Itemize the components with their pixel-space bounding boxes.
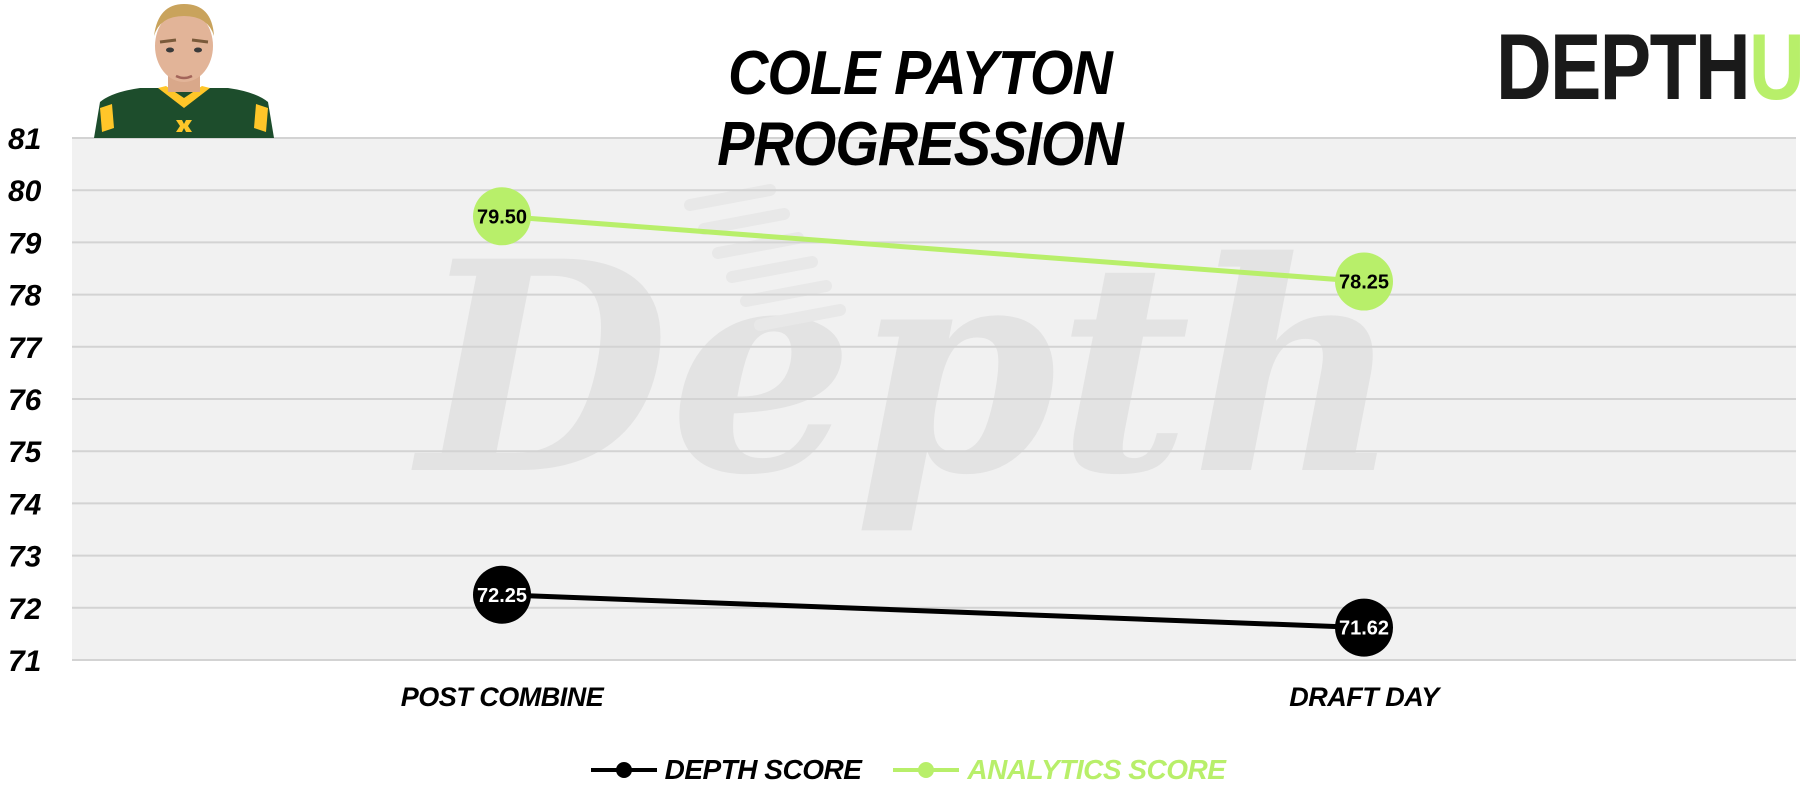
brand-logo: DEPTHU	[1496, 20, 1805, 114]
y-tick-label: 80	[8, 175, 42, 208]
data-label: 78.25	[1339, 272, 1389, 294]
legend-marker-analytics-score	[893, 762, 960, 778]
y-tick-label: 71	[8, 645, 41, 678]
legend-item-analytics-score: ANALYTICS SCORE	[891, 754, 1226, 786]
legend-item-depth-score: DEPTH SCORE	[589, 754, 862, 786]
series-1: 79.50 78.25	[473, 187, 1393, 311]
y-tick-label: 74	[8, 488, 42, 521]
data-point	[473, 565, 531, 624]
watermark-text: Depth	[409, 199, 1402, 539]
x-tick-label: POST COMBINE	[401, 682, 605, 712]
watermark-logo: Depth	[409, 184, 1402, 539]
legend-marker-depth-score	[590, 762, 657, 778]
brand-logo-main: DEPTH	[1496, 14, 1751, 119]
watermark-lace	[754, 304, 846, 331]
y-tick-label: 76	[8, 384, 42, 417]
y-tick-label: 79	[8, 227, 42, 260]
gridlines	[72, 137, 1796, 661]
watermark-laces	[684, 184, 846, 331]
series-0: 72.25 71.62	[473, 565, 1393, 657]
y-tick-label: 81	[8, 123, 41, 156]
y-axis-tick-labels: 71 72 73 74 75 76 77 78 79 80 81	[8, 123, 43, 678]
brand-logo-accent: U	[1749, 14, 1805, 119]
y-tick-label: 75	[8, 436, 43, 469]
y-tick-label: 77	[8, 332, 43, 365]
watermark-lace	[740, 280, 832, 307]
series-line	[501, 592, 1365, 631]
x-tick-label: DRAFT DAY	[1289, 682, 1442, 712]
watermark-lace	[698, 208, 790, 235]
player-photo	[94, 4, 274, 138]
series-line	[501, 213, 1365, 285]
series: 72.25 71.62 79.50 78.25	[473, 187, 1393, 657]
legend-label-depth-score: DEPTH SCORE	[664, 754, 862, 785]
page-title: COLE PAYTON PROGRESSION	[717, 39, 1123, 179]
data-point	[1335, 252, 1393, 311]
y-tick-label: 78	[8, 280, 42, 313]
data-label: 71.62	[1339, 618, 1389, 640]
x-axis-tick-labels: POST COMBINE DRAFT DAY	[401, 682, 1443, 712]
y-tick-label: 72	[8, 593, 42, 626]
watermark-lace	[684, 184, 776, 211]
y-tick-label: 73	[8, 541, 42, 574]
data-label: 79.50	[477, 206, 527, 228]
data-point	[473, 187, 531, 246]
data-point	[1335, 598, 1393, 657]
watermark-lace	[712, 232, 804, 259]
legend-label-analytics-score: ANALYTICS SCORE	[967, 754, 1226, 785]
data-label: 72.25	[477, 585, 527, 607]
legend: DEPTH SCORE ANALYTICS SCORE	[0, 750, 1814, 790]
watermark-lace	[726, 256, 818, 283]
